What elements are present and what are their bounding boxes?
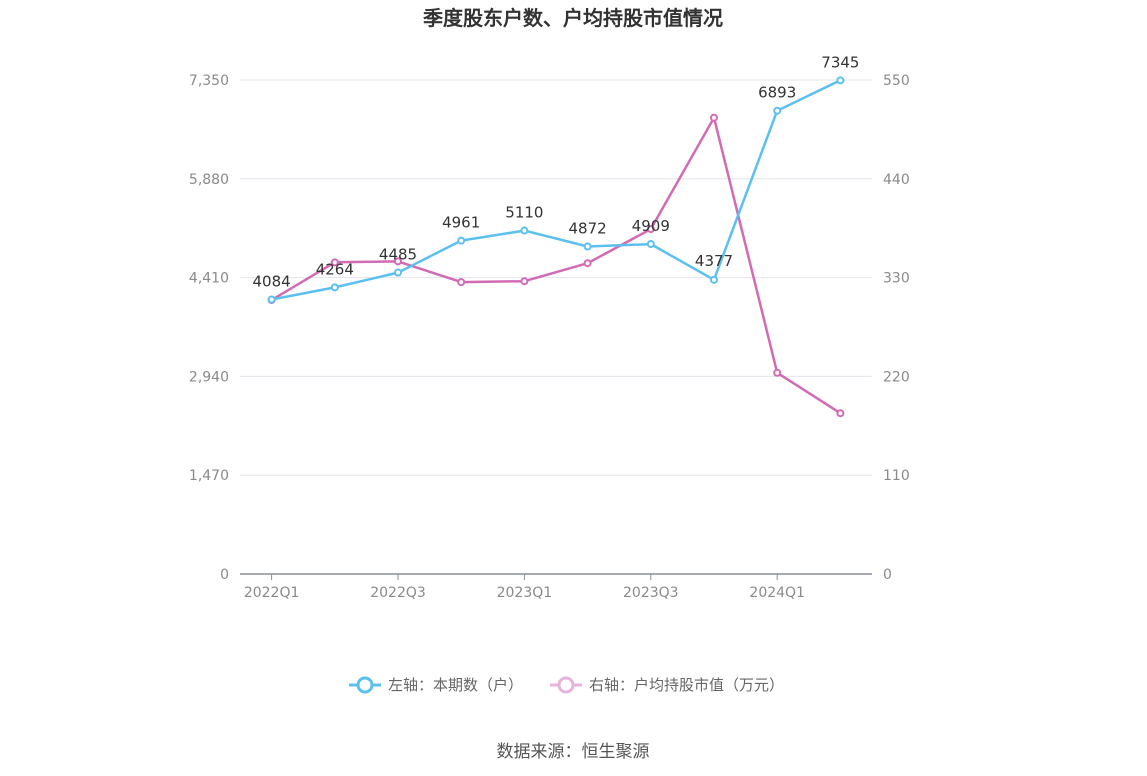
data-point-left: [583, 242, 592, 251]
right-tick-label: 110: [883, 468, 910, 484]
data-label: 4377: [695, 252, 733, 270]
left-tick-label: 4,410: [189, 271, 229, 287]
right-tick-label: 330: [883, 271, 910, 287]
series-points: [267, 76, 845, 418]
legend-item-right-series[interactable]: 右轴：户均持股市值（万元）: [550, 676, 784, 694]
legend-label-right: 右轴：户均持股市值（万元）: [589, 676, 784, 694]
data-point-right: [710, 113, 718, 122]
chart-title: 季度股东户数、户均持股市值情况: [422, 6, 723, 30]
data-point-right: [836, 409, 845, 418]
left-tick-label: 1,470: [189, 468, 229, 484]
data-label: 4909: [632, 217, 670, 235]
data-label: 4961: [442, 214, 480, 232]
legend[interactable]: 左轴：本期数（户） 右轴：户均持股市值（万元）: [349, 676, 784, 694]
data-label: 4264: [316, 260, 354, 278]
legend-marker-left: [356, 676, 374, 694]
left-tick-label: 7,350: [189, 73, 229, 89]
data-point-right: [330, 258, 339, 267]
data-label: 5110: [505, 204, 543, 222]
data-point-left: [330, 283, 339, 292]
x-tick-label: 2024Q1: [749, 585, 805, 601]
left-axis-ticks: 0 1,470 2,940 4,410 5,880 7,350: [189, 73, 229, 583]
data-point-right: [646, 225, 655, 234]
data-point-right: [583, 259, 592, 268]
x-axis: 2022Q1 2022Q3 2023Q1 2023Q3 2024Q1: [240, 573, 872, 601]
x-tick-label: 2023Q3: [623, 585, 679, 601]
series-lines: [270, 79, 842, 415]
legend-item-left-series[interactable]: 左轴：本期数（户）: [349, 676, 523, 694]
left-tick-label: 0: [220, 567, 229, 583]
data-point-left: [520, 226, 529, 235]
data-labels: 4084 4264 4485 4961 5110 4872 4909 4377 6893 7345: [253, 53, 860, 290]
left-tick-label: 2,940: [189, 369, 229, 385]
x-tick-label: 2022Q1: [244, 585, 300, 601]
right-tick-label: 550: [883, 73, 910, 89]
data-label: 4084: [253, 273, 291, 291]
data-point-right: [520, 277, 529, 286]
data-point-left: [773, 106, 782, 115]
data-point-left: [457, 236, 466, 245]
data-point-right: [394, 257, 402, 266]
data-point-right: [457, 278, 466, 287]
data-label: 4485: [379, 246, 417, 264]
grid-lines: [240, 79, 872, 476]
data-label: 6893: [758, 84, 796, 102]
data-label: 4872: [569, 220, 607, 238]
series-line-left: [271, 79, 841, 301]
right-axis-ticks: 0 110 220 330 440 550: [883, 73, 910, 583]
data-point-left: [710, 275, 718, 284]
data-point-left: [836, 76, 845, 85]
data-point-left: [394, 268, 402, 277]
x-tick-label: 2023Q1: [497, 585, 553, 601]
source-note: 数据来源：恒生聚源: [497, 742, 650, 762]
legend-marker-right: [557, 676, 575, 694]
x-tick-label: 2022Q3: [370, 585, 426, 601]
data-point-left: [646, 240, 655, 249]
legend-label-left: 左轴：本期数（户）: [388, 676, 523, 694]
data-point-left: [267, 295, 276, 304]
left-tick-label: 5,880: [189, 172, 229, 188]
right-tick-label: 220: [883, 369, 910, 385]
data-point-right: [773, 368, 782, 377]
series-line-right: [270, 116, 842, 415]
right-tick-label: 440: [883, 172, 910, 188]
right-tick-label: 0: [883, 567, 892, 583]
data-label: 7345: [821, 53, 859, 71]
